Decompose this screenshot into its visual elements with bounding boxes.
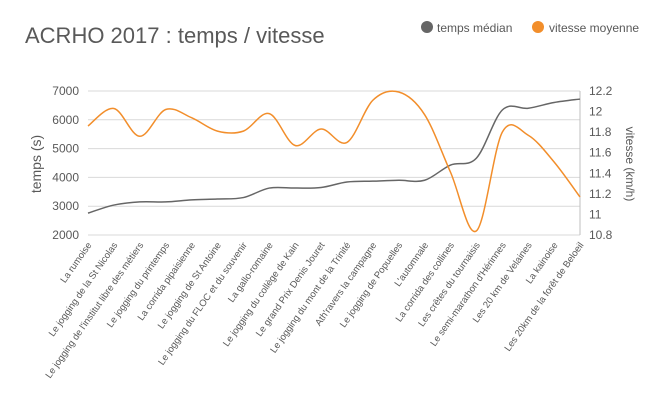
y2-tick-label: 10.8 (589, 228, 613, 242)
y-tick-label: 2000 (52, 228, 79, 242)
y-tick-label: 5000 (52, 142, 79, 156)
series-line-temps (87, 98, 581, 214)
y2-tick-label: 11 (589, 207, 602, 221)
x-tick-label: Le jogging de l'institut libre des métie… (44, 240, 147, 380)
y-tick-label: 4000 (52, 170, 79, 184)
series-line-vitesse (87, 90, 581, 233)
y2-tick-label: 11.6 (589, 146, 612, 160)
y-tick-label: 6000 (52, 113, 79, 127)
legend-label-temps: temps médian (437, 21, 512, 35)
legend-marker-temps (421, 21, 433, 33)
legend-marker-vitesse (532, 21, 544, 33)
y2-tick-label: 12.2 (589, 84, 613, 98)
y2-tick-label: 12 (589, 105, 603, 119)
y2-tick-label: 11.2 (589, 187, 612, 201)
y2-tick-label: 11.4 (589, 166, 612, 180)
y-tick-label: 7000 (52, 84, 79, 98)
y-tick-label: 3000 (52, 199, 79, 213)
y-axis-label: temps (s) (28, 135, 44, 193)
y2-axis-label: vitesse (km/h) (623, 127, 637, 202)
legend: temps médian vitesse moyenne (421, 21, 639, 35)
legend-label-vitesse: vitesse moyenne (549, 21, 639, 35)
y2-tick-label: 11.8 (589, 125, 612, 139)
chart-title: ACRHO 2017 : temps / vitesse (25, 23, 325, 48)
